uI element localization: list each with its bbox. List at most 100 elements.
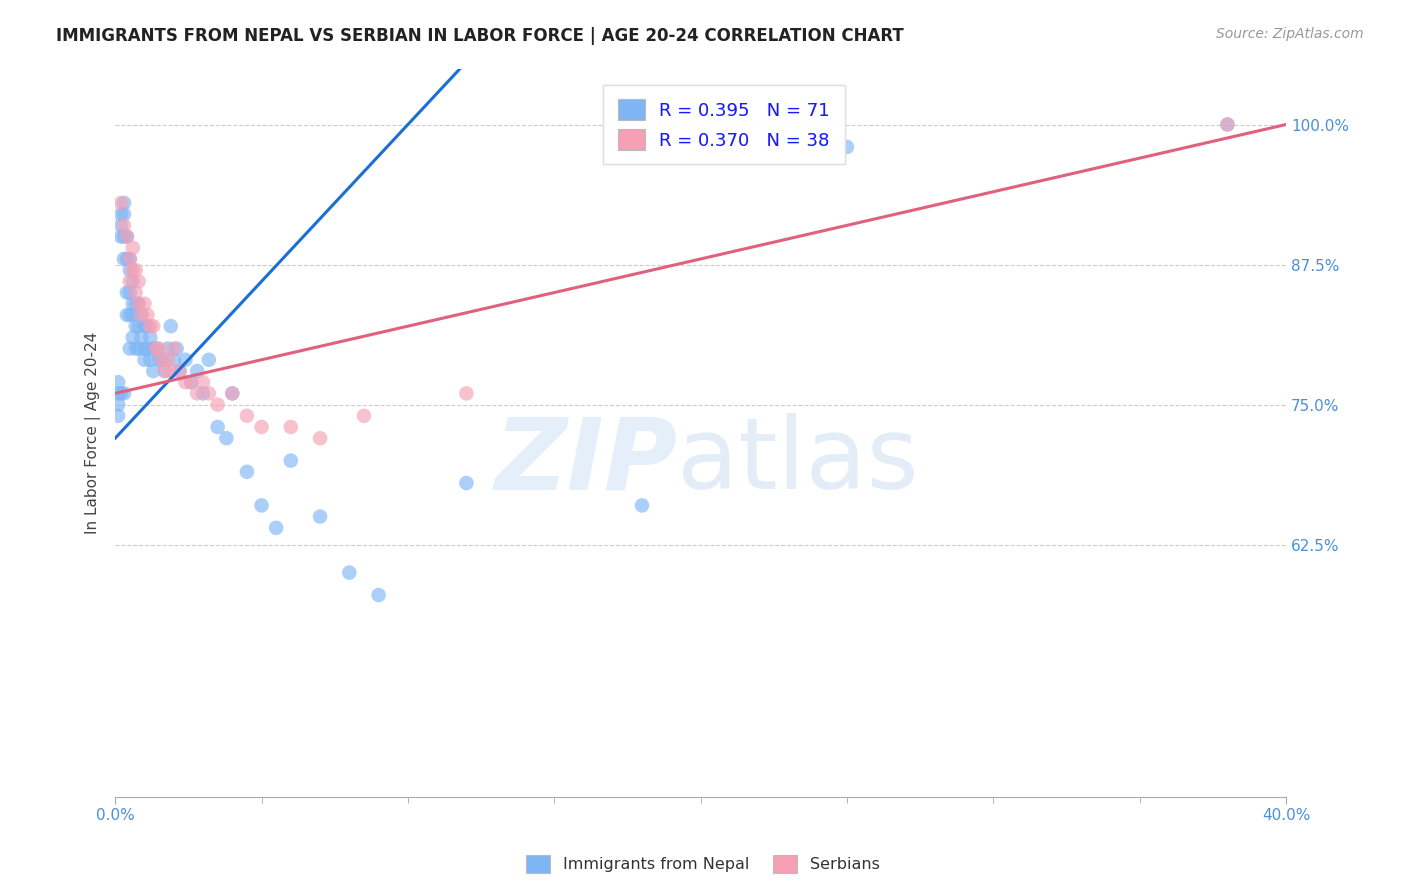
Point — [153, 364, 176, 378]
Point — [250, 499, 273, 513]
Point — [131, 308, 153, 322]
Point — [309, 509, 332, 524]
Point — [131, 330, 153, 344]
Point — [145, 342, 167, 356]
Point — [121, 263, 143, 277]
Point — [337, 566, 360, 580]
Point — [112, 207, 135, 221]
Point — [221, 386, 243, 401]
Point — [118, 308, 141, 322]
Point — [124, 263, 146, 277]
Point — [118, 263, 141, 277]
Point — [134, 319, 156, 334]
Point — [121, 308, 143, 322]
Point — [166, 342, 188, 356]
Point — [280, 420, 302, 434]
Point — [215, 431, 238, 445]
Point — [128, 342, 150, 356]
Point — [128, 297, 150, 311]
Point — [112, 386, 135, 401]
Point — [1216, 118, 1239, 132]
Point — [110, 207, 132, 221]
Point — [115, 229, 138, 244]
Point — [110, 219, 132, 233]
Point — [121, 274, 143, 288]
Point — [107, 398, 129, 412]
Point — [174, 375, 197, 389]
Point — [221, 386, 243, 401]
Point — [112, 252, 135, 266]
Point — [153, 364, 176, 378]
Point — [353, 409, 375, 423]
Point — [174, 352, 197, 367]
Point — [121, 297, 143, 311]
Text: ZIP: ZIP — [494, 413, 678, 510]
Point — [128, 297, 150, 311]
Point — [148, 342, 170, 356]
Point — [118, 252, 141, 266]
Point — [309, 431, 332, 445]
Point — [145, 342, 167, 356]
Point — [207, 398, 229, 412]
Point — [1216, 118, 1239, 132]
Point — [198, 352, 221, 367]
Point — [134, 297, 156, 311]
Point — [110, 229, 132, 244]
Point — [115, 285, 138, 300]
Point — [124, 319, 146, 334]
Point — [207, 420, 229, 434]
Point — [163, 352, 186, 367]
Point — [118, 342, 141, 356]
Point — [264, 521, 287, 535]
Point — [163, 342, 186, 356]
Point — [250, 420, 273, 434]
Text: atlas: atlas — [678, 413, 918, 510]
Point — [110, 196, 132, 211]
Point — [115, 252, 138, 266]
Point — [124, 285, 146, 300]
Point — [280, 453, 302, 467]
Point — [112, 229, 135, 244]
Point — [169, 364, 191, 378]
Point — [156, 352, 179, 367]
Point — [134, 342, 156, 356]
Point — [142, 319, 165, 334]
Y-axis label: In Labor Force | Age 20-24: In Labor Force | Age 20-24 — [86, 332, 101, 533]
Point — [124, 342, 146, 356]
Point — [128, 319, 150, 334]
Point — [631, 499, 654, 513]
Point — [236, 409, 259, 423]
Point — [112, 219, 135, 233]
Point — [107, 375, 129, 389]
Point — [456, 386, 478, 401]
Point — [139, 330, 162, 344]
Point — [150, 352, 173, 367]
Point — [107, 386, 129, 401]
Legend: Immigrants from Nepal, Serbians: Immigrants from Nepal, Serbians — [520, 848, 886, 880]
Point — [236, 465, 259, 479]
Point — [150, 352, 173, 367]
Point — [110, 386, 132, 401]
Point — [131, 308, 153, 322]
Point — [169, 364, 191, 378]
Point — [118, 274, 141, 288]
Point — [159, 364, 181, 378]
Point — [186, 386, 208, 401]
Point — [124, 297, 146, 311]
Point — [198, 386, 221, 401]
Point — [191, 386, 214, 401]
Point — [180, 375, 202, 389]
Point — [136, 319, 159, 334]
Point — [367, 588, 389, 602]
Point — [121, 241, 143, 255]
Point — [107, 409, 129, 423]
Point — [134, 352, 156, 367]
Point — [156, 342, 179, 356]
Text: IMMIGRANTS FROM NEPAL VS SERBIAN IN LABOR FORCE | AGE 20-24 CORRELATION CHART: IMMIGRANTS FROM NEPAL VS SERBIAN IN LABO… — [56, 27, 904, 45]
Point — [115, 308, 138, 322]
Legend: R = 0.395   N = 71, R = 0.370   N = 38: R = 0.395 N = 71, R = 0.370 N = 38 — [603, 85, 845, 164]
Point — [142, 364, 165, 378]
Point — [835, 140, 858, 154]
Point — [136, 342, 159, 356]
Point — [142, 342, 165, 356]
